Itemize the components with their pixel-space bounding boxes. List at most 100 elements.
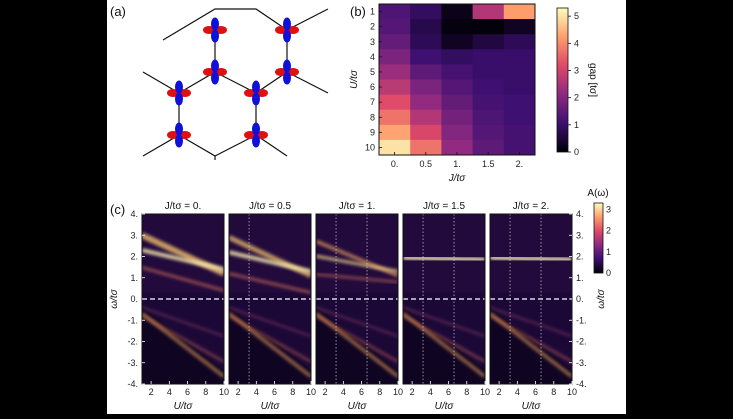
spectral-bands xyxy=(229,214,311,384)
gap-colorbar xyxy=(556,7,569,153)
gap-cell xyxy=(410,109,442,126)
spectral-frame xyxy=(228,213,312,385)
y-axis-label-right: ω/tσ xyxy=(596,288,607,308)
gap-cell xyxy=(379,139,411,156)
gap-heatmap-panel: 1 2 3 4 5 6 7 8 9 10 0. 0.5 1. 1.5 2. J/tσ U/tσ 0 1 2 3 4 5 gap… xyxy=(349,3,598,184)
colorbar-tick-label: 0 xyxy=(606,268,611,278)
spectral-panel: J/tσ = 0.5 2 4 6 8 10 U/tσ xyxy=(228,201,316,412)
orbital-site xyxy=(203,59,227,85)
x-tick-label: 8 xyxy=(290,387,295,397)
gap-cell xyxy=(379,4,411,20)
panel-label-a: (a) xyxy=(110,4,126,19)
gap-cell xyxy=(472,124,505,141)
spectral-band xyxy=(490,314,572,363)
y-tick-label-right: 0. xyxy=(576,294,584,304)
spectral-panel: J/tσ = 1. 2 4 6 8 10 U/tσ xyxy=(315,201,403,412)
spectral-frame xyxy=(315,213,399,385)
x-axis-label: U/tσ xyxy=(435,401,455,412)
y-tick-label-right: -4. xyxy=(576,379,587,389)
blue-orbital-lobe xyxy=(175,92,183,106)
spectral-band xyxy=(229,272,311,295)
orbital-site xyxy=(244,122,268,148)
panel-title: J/tσ = 0.5 xyxy=(249,201,291,212)
x-tick-label: 10 xyxy=(219,387,229,397)
gap-cell xyxy=(441,139,473,156)
blue-orbital-lobe xyxy=(283,59,291,73)
x-tick-label: 8 xyxy=(377,387,382,397)
gap-cell xyxy=(503,19,536,35)
panel-label-b: (b) xyxy=(350,4,366,19)
x-axis-label: U/tσ xyxy=(522,401,542,412)
panel-title: J/tσ = 1. xyxy=(339,201,375,212)
gap-cell xyxy=(503,64,536,80)
gap-cell xyxy=(472,4,505,20)
blue-orbital-lobe xyxy=(211,17,219,31)
x-tick-label: 2 xyxy=(236,387,241,397)
y-tick-label-left: 3. xyxy=(130,230,138,240)
colorbar-label: A(ω) xyxy=(587,188,608,199)
spectral-band xyxy=(490,306,572,338)
gap-cell xyxy=(441,4,473,20)
gap-cell xyxy=(472,94,505,111)
colorbar-tick-label: 2 xyxy=(606,226,611,236)
x-tick-label: 6 xyxy=(446,387,451,397)
gap-cell xyxy=(410,64,442,80)
gap-cell xyxy=(410,124,442,141)
y-tick-label: 5 xyxy=(370,67,375,77)
x-axis-label: J/tσ xyxy=(448,173,467,184)
y-tick-label: 7 xyxy=(370,97,375,107)
gap-cell xyxy=(441,19,473,35)
y-tick-label-right: -1. xyxy=(576,315,587,325)
y-tick-label-right: 2. xyxy=(576,252,584,262)
spectral-band xyxy=(229,314,311,363)
spectral-band xyxy=(403,306,485,338)
y-tick-label: 2 xyxy=(370,22,375,32)
x-axis-label: U/tσ xyxy=(261,401,281,412)
spectral-haze xyxy=(229,214,311,293)
gap-cell xyxy=(441,49,473,65)
y-tick-label: 10 xyxy=(365,142,375,152)
colorbar-tick-label: 3 xyxy=(574,65,579,75)
x-axis-label: U/tσ xyxy=(174,401,194,412)
gap-cell xyxy=(503,49,536,65)
lattice-bond xyxy=(142,93,180,157)
y-tick-label: 1 xyxy=(370,7,375,17)
blue-orbital-lobe xyxy=(252,134,260,148)
gap-cell xyxy=(410,94,442,111)
blue-orbital-lobe xyxy=(283,29,291,43)
x-tick-label: 10 xyxy=(480,387,490,397)
x-tick-label: 10 xyxy=(393,387,403,397)
spectral-band xyxy=(403,314,485,363)
gap-cell xyxy=(379,109,411,126)
lattice-bond xyxy=(178,134,216,160)
y-tick-label-right: 4. xyxy=(576,209,584,219)
gap-cell xyxy=(379,19,411,35)
gap-cell xyxy=(441,34,473,50)
gap-cell xyxy=(441,94,473,111)
x-tick-label: 2. xyxy=(516,159,524,169)
spectral-bands xyxy=(490,214,572,384)
y-tick-label-left: 0. xyxy=(130,294,138,304)
x-axis-label: U/tσ xyxy=(348,401,368,412)
gap-cell xyxy=(503,79,536,95)
x-tick-label: 6 xyxy=(185,387,190,397)
x-tick-label: 1.5 xyxy=(482,159,495,169)
x-tick-label: 4 xyxy=(341,387,346,397)
gap-cell xyxy=(503,4,536,20)
y-tick-label-right: 3. xyxy=(576,230,584,240)
blue-orbital-lobe xyxy=(252,80,260,94)
gap-cell xyxy=(379,34,411,50)
blue-orbital-lobe xyxy=(211,71,219,85)
spectral-band xyxy=(142,266,224,292)
spectral-colorbar xyxy=(593,202,604,274)
spectral-panel: J/tσ = 2. 2 4 6 8 10 U/tσ xyxy=(489,201,577,412)
gap-cell xyxy=(472,49,505,65)
x-tick-label: 4 xyxy=(254,387,259,397)
x-tick-label: 6 xyxy=(533,387,538,397)
spectral-bands xyxy=(316,214,398,384)
gap-cell xyxy=(441,79,473,95)
spectral-band xyxy=(316,273,398,284)
colorbar-tick-label: 1 xyxy=(606,247,611,257)
orbital-site xyxy=(167,80,191,106)
